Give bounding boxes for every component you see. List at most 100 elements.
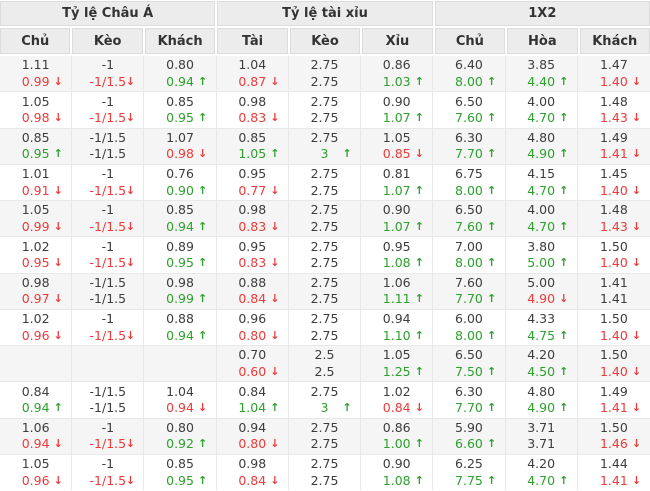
odds-value: 4.20 [527,456,556,472]
live-odds-line: 0.94 ↓ [0,436,71,452]
odds-cell: -1 -1/1.5 ↓ [72,201,145,237]
live-odds-line: 0.94 ↑ [144,74,215,90]
odds-value: 1.50 [599,311,628,327]
odds-value: 0.80 [238,436,267,452]
odds-cell: 4.20 4.70 ↑ [506,454,578,490]
opening-odds-line: 0.98 [144,275,215,291]
trend-down-icon: ↓ [198,401,208,415]
col-header-ah-home: Chủ [0,28,71,54]
odds-value: 0.90 [382,93,411,109]
odds-value: 1.02 [21,311,50,327]
odds-value: 2.75 [310,93,339,109]
odds-cell: 5.00 4.90 ↓ [506,273,578,309]
odds-value: -1 [101,311,115,327]
live-odds-line: 4.75 ↑ [506,328,577,344]
trend-down-icon: ↓ [270,292,280,306]
opening-odds-line: 6.00 [433,311,504,327]
live-odds-line: 3.71 [506,436,577,452]
trend-up-icon: ↑ [486,364,497,378]
opening-odds-line: -1/1.5 [72,130,143,146]
odds-value: 0.84 [238,472,267,488]
live-odds-line: 1.41 ↓ [578,400,650,416]
live-odds-line: 1.40 ↓ [578,255,650,271]
opening-odds-line: 1.47 [578,57,650,73]
odds-value: 2.75 [310,218,339,234]
odds-cell: 6.40 8.00 ↑ [433,56,506,92]
section-header-over-under: Tỷ lệ tài xỉu [217,1,433,26]
opening-odds-line: 3.71 [506,420,577,436]
odds-value: 2.75 [310,129,339,145]
odds-value: 0.83 [238,218,267,234]
trend-up-icon: ↑ [342,147,352,161]
odds-value: 4.70 [527,110,556,126]
odds-cell: 2.75 2.75 [289,309,362,345]
live-odds-line: 1.41 [578,291,650,307]
odds-cell: 6.75 8.00 ↑ [433,164,506,200]
odds-cell: 0.90 1.08 ↑ [361,454,434,490]
odds-value: 1.41 [599,146,628,162]
opening-odds-line: 4.20 [506,456,577,472]
trend-up-icon: ↑ [486,328,497,342]
trend-down-icon: ↓ [631,328,642,342]
section-header-asian-handicap: Tỷ lệ Châu Á [0,1,216,26]
odds-cell: 4.33 4.75 ↑ [506,309,578,345]
odds-value: 2.75 [310,311,339,327]
opening-odds-line: 0.85 [0,130,71,146]
odds-cell: 2.75 2.75 [289,92,362,128]
odds-cell: 0.95 0.83 ↓ [217,237,289,273]
odds-value: 0.85 [382,146,411,162]
odds-value: -1 [101,57,115,73]
opening-odds-line: 0.76 [144,166,215,182]
odds-value: 7.70 [455,291,483,307]
live-odds-line: 4.70 ↑ [506,183,577,199]
odds-cell: 1.05 0.96 ↓ [0,454,73,490]
odds-value: -1/1.5 [89,383,127,399]
odds-value: 1.41 [599,400,628,416]
opening-odds-line: 2.75 [289,94,360,110]
odds-value: 1.10 [382,327,411,343]
opening-odds-line: 4.80 [506,384,577,400]
odds-value: 0.84 [382,400,411,416]
trend-up-icon: ↑ [198,437,208,451]
live-odds-line: 1.05 ↑ [217,146,288,162]
live-odds-line: 7.50 ↑ [433,364,504,380]
trend-down-icon: ↓ [53,219,63,233]
trend-up-icon: ↑ [198,74,208,88]
opening-odds-line: 1.50 [578,420,650,436]
odds-value: 1.07 [382,110,411,126]
opening-odds-line: 1.11 [0,57,71,73]
odds-cell: 1.48 1.43 ↓ [578,201,650,236]
opening-odds-line: 2.75 [289,202,360,218]
opening-odds-line: 1.48 [578,94,650,110]
odds-value: 2.75 [310,110,339,126]
odds-value: 1.41 [599,472,628,488]
opening-odds-line: 1.06 [0,420,71,436]
trend-down-icon: ↓ [631,473,642,487]
odds-value: 4.90 [527,146,556,162]
trend-up-icon: ↑ [198,219,208,233]
odds-value: 0.96 [21,327,50,343]
odds-value: 1.07 [382,182,411,198]
odds-value: 4.90 [527,291,556,307]
odds-value: -1/1.5 [89,218,127,234]
odds-cell: 1.49 1.41 ↓ [578,129,650,164]
opening-odds-line: 2.75 [289,57,360,73]
opening-odds-line: 6.25 [433,456,504,472]
odds-value: 1.49 [599,383,628,399]
col-header-1x2-home: Chủ [434,28,506,54]
odds-value: 1.11 [382,291,411,307]
live-odds-line: -1/1.5 [72,400,143,416]
odds-cell [0,346,73,382]
odds-value: 0.85 [166,93,194,109]
odds-cell: 0.98 0.97 ↓ [0,273,73,309]
opening-odds-line: 1.49 [578,130,650,146]
odds-value: 1.07 [166,129,194,145]
trend-down-icon: ↓ [125,473,136,487]
live-odds-line: -1/1.5 ↓ [72,473,143,489]
odds-value: 7.50 [455,363,483,379]
live-odds-line: 3 ↑ [289,146,360,162]
trend-up-icon: ↑ [414,256,424,270]
trend-down-icon: ↓ [270,256,280,270]
odds-value: 1.05 [382,347,411,363]
odds-cell: 0.89 0.95 ↑ [144,237,217,273]
